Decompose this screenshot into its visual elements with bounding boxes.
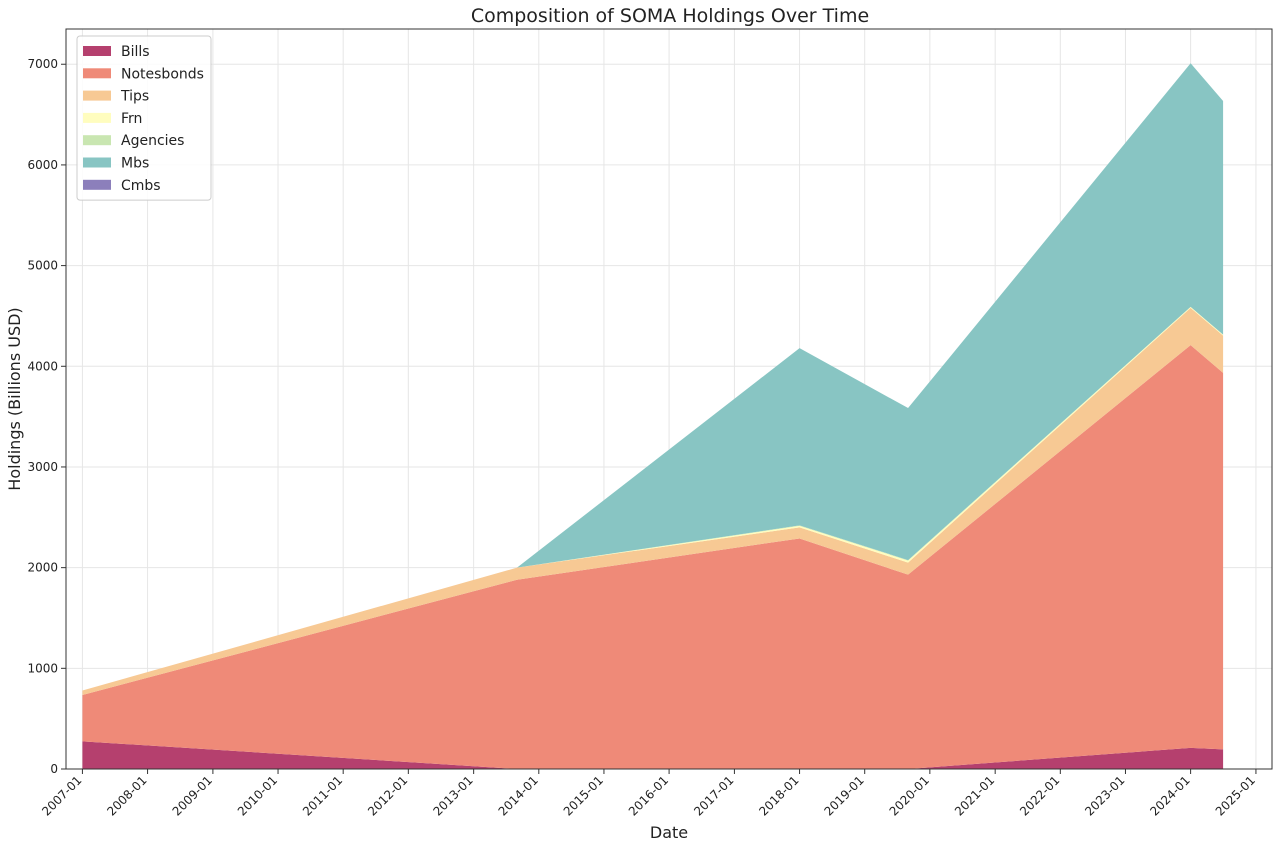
y-axis: 0 1000 2000 3000 4000 5000 6000 7000 <box>27 57 66 776</box>
x-tick-label: 2014-01 <box>496 773 541 818</box>
legend-swatch-tips <box>83 90 111 101</box>
legend-label-notesbonds: Notesbonds <box>121 66 204 82</box>
legend-swatch-agencies <box>83 135 111 146</box>
x-tick-label: 2013-01 <box>430 773 475 818</box>
x-tick-label: 2023-01 <box>1082 773 1127 818</box>
legend-swatch-mbs <box>83 157 111 168</box>
legend-swatch-cmbs <box>83 179 111 190</box>
areas <box>82 63 1224 769</box>
x-tick-label: 2007-01 <box>39 773 84 818</box>
x-tick-label: 2019-01 <box>821 773 866 818</box>
x-tick-label: 2015-01 <box>561 773 606 818</box>
x-tick-label: 2022-01 <box>1017 773 1062 818</box>
x-tick-label: 2011-01 <box>300 773 345 818</box>
y-tick-label: 6000 <box>27 158 58 172</box>
series-area-mbs <box>82 63 1224 691</box>
chart-title: Composition of SOMA Holdings Over Time <box>471 5 869 27</box>
legend-swatch-notesbonds <box>83 68 111 79</box>
legend-label-bills: Bills <box>121 44 150 60</box>
y-tick-label: 0 <box>50 762 58 776</box>
x-tick-label: 2012-01 <box>365 773 410 818</box>
series-area-notesbonds <box>82 345 1224 769</box>
x-tick-label: 2024-01 <box>1147 773 1192 818</box>
y-tick-label: 1000 <box>27 661 58 675</box>
legend-label-tips: Tips <box>120 89 149 105</box>
legend-swatch-bills <box>83 46 111 56</box>
y-tick-label: 2000 <box>27 561 58 575</box>
legend-label-mbs: Mbs <box>121 156 149 172</box>
x-tick-label: 2008-01 <box>104 773 149 818</box>
series-area-tips <box>82 307 1224 695</box>
x-tick-label: 2025-01 <box>1213 773 1258 818</box>
y-axis-label: Holdings (Billions USD) <box>5 307 24 490</box>
x-tick-label: 2020-01 <box>887 773 932 818</box>
legend-label-frn: Frn <box>121 111 142 127</box>
x-tick-label: 2010-01 <box>235 773 280 818</box>
x-tick-label: 2009-01 <box>170 773 215 818</box>
y-tick-label: 5000 <box>27 259 58 273</box>
legend-label-cmbs: Cmbs <box>121 178 161 194</box>
x-axis-label: Date <box>650 823 688 842</box>
x-axis: 2007-01 2008-01 2009-01 2010-01 2011-01 2012-… <box>39 769 1258 819</box>
x-tick-label: 2018-01 <box>756 773 801 818</box>
legend-swatch-frn <box>83 112 111 123</box>
x-tick-label: 2016-01 <box>626 773 671 818</box>
x-tick-label: 2021-01 <box>952 773 997 818</box>
legend: Bills Notesbonds Tips Frn Agencies Mbs Cmbs <box>76 35 212 201</box>
series-area-bills <box>82 741 1224 769</box>
y-tick-label: 4000 <box>27 359 58 373</box>
legend-label-agencies: Agencies <box>121 133 184 149</box>
y-tick-label: 3000 <box>27 460 58 474</box>
x-tick-label: 2017-01 <box>691 773 736 818</box>
y-tick-label: 7000 <box>27 57 58 71</box>
